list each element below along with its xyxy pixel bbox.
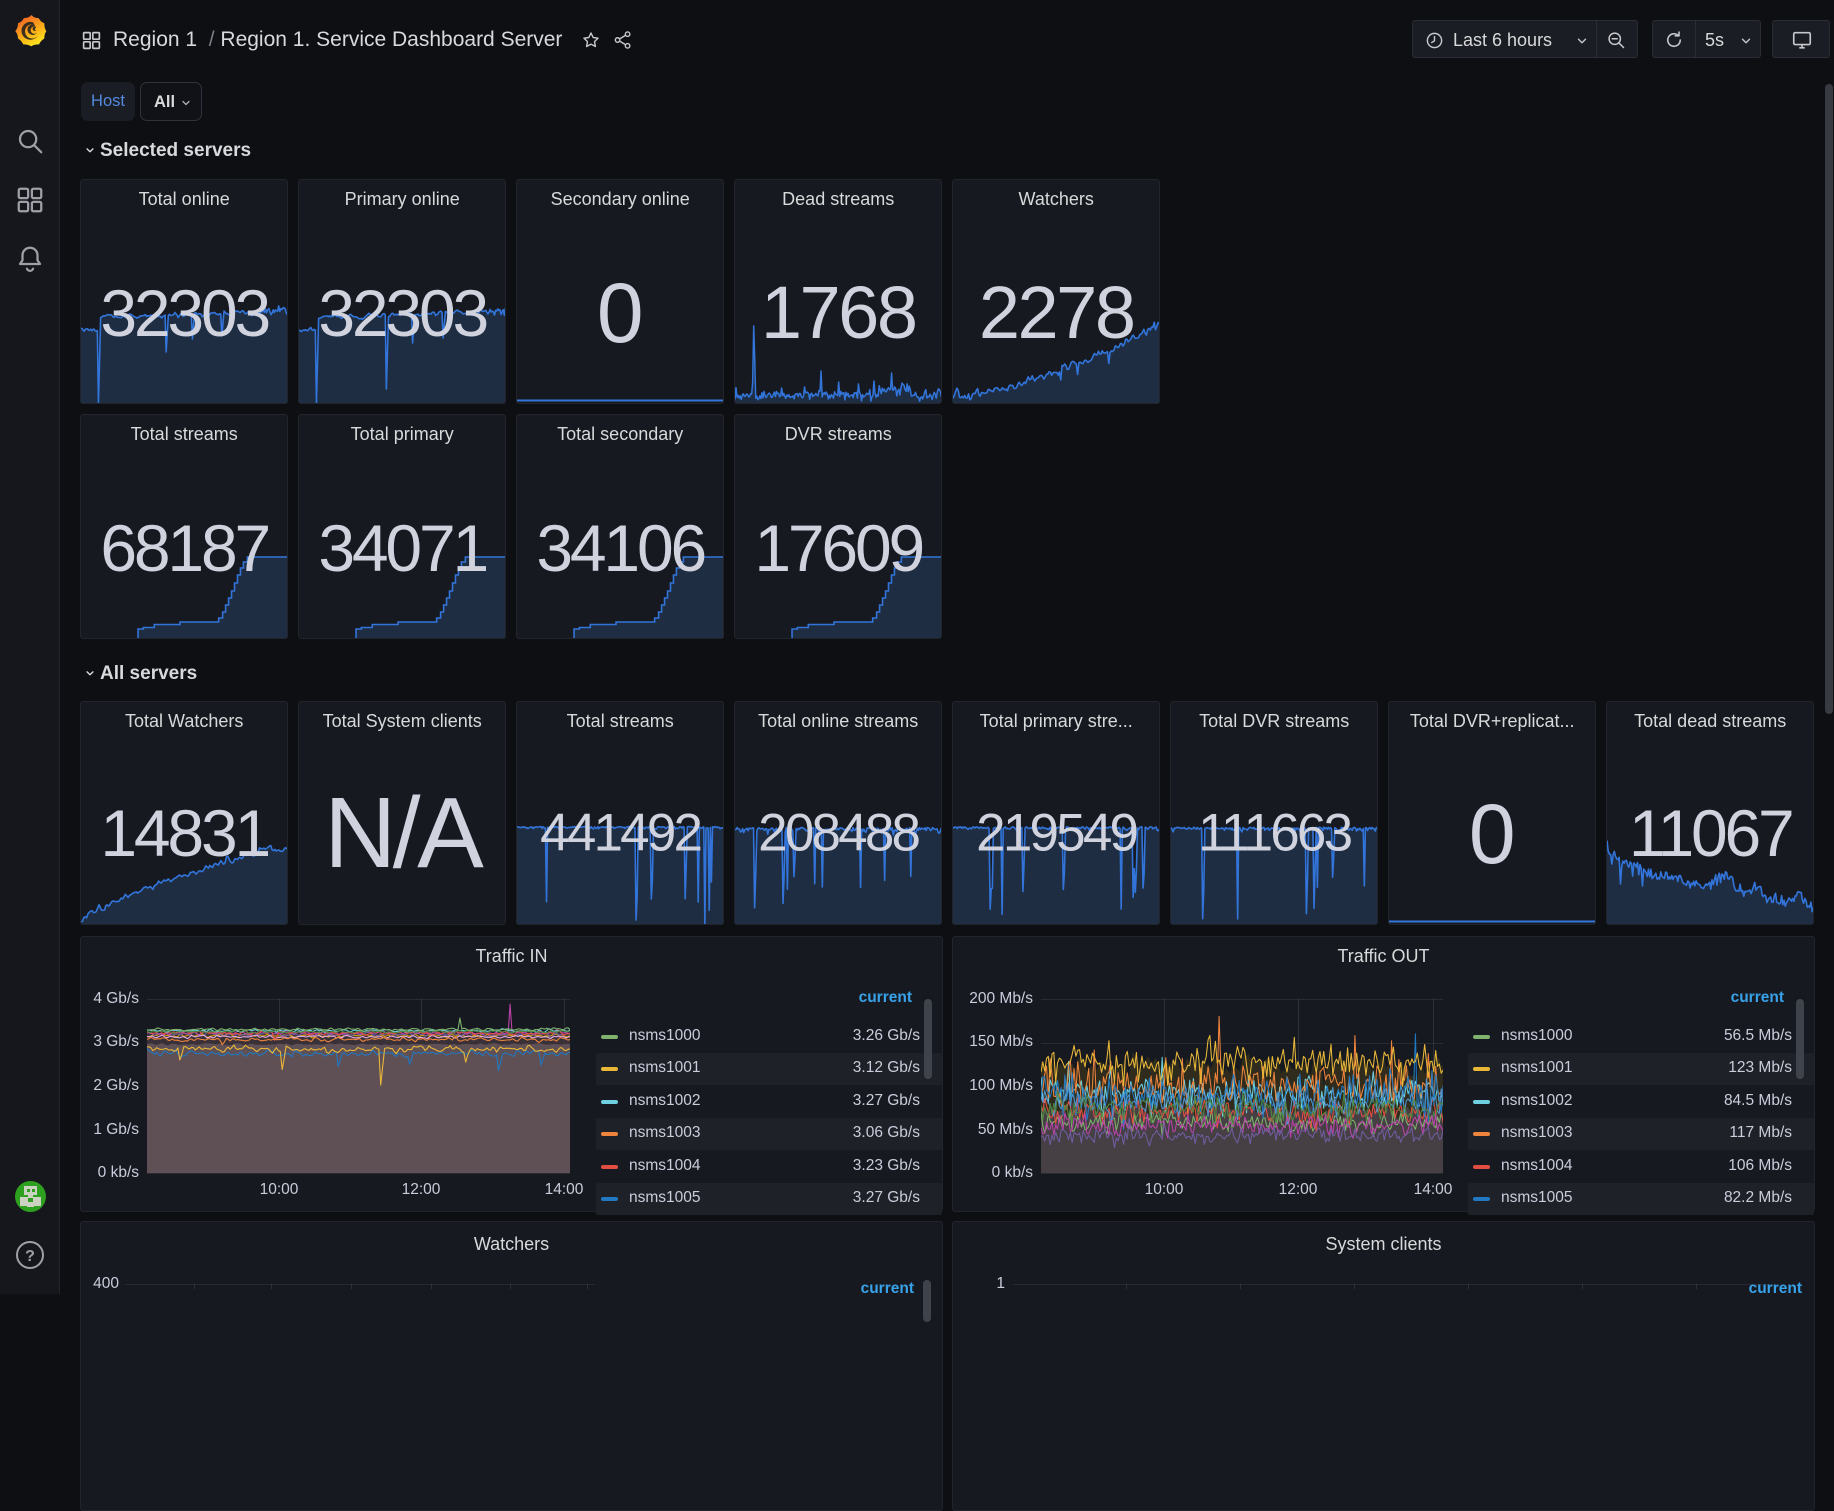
svg-text:?: ?: [25, 1248, 35, 1265]
